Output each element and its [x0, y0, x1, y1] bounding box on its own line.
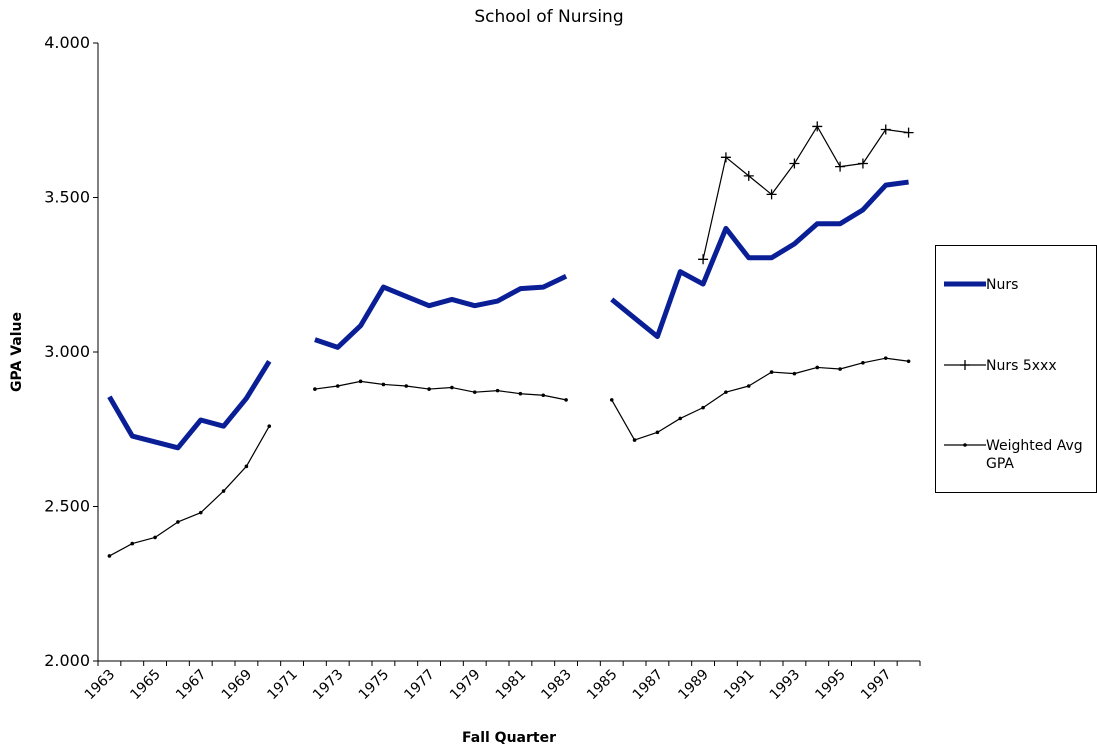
legend-label: Nurs	[986, 277, 1018, 293]
x-tick-label: 1979	[447, 667, 484, 704]
y-tick-label: 3.500	[44, 188, 90, 207]
marker	[267, 424, 272, 428]
marker	[107, 554, 112, 558]
x-tick-label: 1971	[264, 667, 301, 704]
marker	[743, 170, 754, 181]
marker	[815, 365, 820, 370]
x-tick-label: 1991	[721, 667, 758, 704]
marker	[792, 371, 797, 376]
marker	[313, 387, 317, 391]
marker	[541, 393, 546, 398]
marker	[176, 520, 180, 524]
marker	[903, 127, 914, 138]
marker	[609, 398, 614, 402]
x-tick-label: 1997	[858, 667, 895, 704]
x-tick-label: 1983	[538, 667, 575, 704]
x-tick-label: 1975	[356, 667, 393, 704]
x-tick-label: 1987	[630, 667, 667, 704]
marker	[632, 438, 637, 442]
marker	[766, 189, 777, 200]
marker	[404, 384, 409, 388]
marker	[724, 390, 728, 394]
marker	[857, 158, 868, 169]
marker	[335, 384, 340, 388]
marker	[812, 121, 823, 132]
marker	[381, 382, 386, 387]
y-tick-label: 2.500	[44, 497, 90, 516]
y-tick-label: 3.000	[44, 342, 90, 361]
marker	[130, 541, 135, 546]
marker	[198, 510, 203, 515]
marker	[518, 391, 523, 396]
chart-title: School of Nursing	[474, 7, 623, 27]
marker	[472, 390, 477, 394]
x-axis-title: Fall Quarter	[462, 730, 556, 746]
legend-label: Weighted Avg GPA	[986, 438, 1083, 472]
legend-marker	[963, 443, 967, 447]
y-tick-label: 2.000	[44, 651, 90, 670]
y-tick-label: 4.000	[44, 33, 90, 52]
x-tick-label: 1985	[584, 667, 621, 704]
marker	[883, 356, 888, 360]
y-axis-title: GPA Value	[9, 312, 25, 392]
marker	[861, 361, 865, 365]
x-tick-label: 1969	[219, 667, 256, 704]
marker	[835, 161, 846, 172]
legend-marker	[960, 360, 970, 370]
x-tick-label: 1967	[173, 667, 210, 704]
x-tick-label: 1989	[675, 667, 712, 704]
marker	[880, 124, 891, 135]
marker	[789, 158, 800, 169]
x-tick-label: 1977	[401, 667, 438, 704]
x-tick-label: 1963	[82, 667, 119, 704]
marker	[906, 359, 911, 364]
x-tick-label: 1995	[812, 667, 849, 704]
x-tick-label: 1993	[767, 667, 804, 704]
x-tick-label: 1981	[493, 667, 530, 704]
legend-label: Nurs 5xxx	[986, 358, 1057, 374]
series-line	[109, 357, 909, 557]
series-line	[702, 125, 909, 260]
marker	[221, 489, 226, 493]
marker	[427, 387, 431, 391]
x-tick-label: 1973	[310, 667, 347, 704]
marker	[838, 367, 842, 371]
series-line	[107, 179, 909, 451]
marker	[153, 535, 157, 540]
marker	[358, 379, 363, 384]
marker	[701, 405, 705, 410]
marker	[244, 464, 249, 469]
marker	[495, 388, 500, 393]
marker	[769, 370, 774, 374]
marker	[720, 152, 731, 163]
marker	[655, 430, 660, 435]
x-tick-label: 1965	[127, 667, 164, 704]
marker	[698, 254, 709, 265]
marker	[746, 384, 751, 388]
marker	[678, 416, 683, 421]
marker	[564, 398, 568, 402]
marker	[450, 385, 454, 390]
